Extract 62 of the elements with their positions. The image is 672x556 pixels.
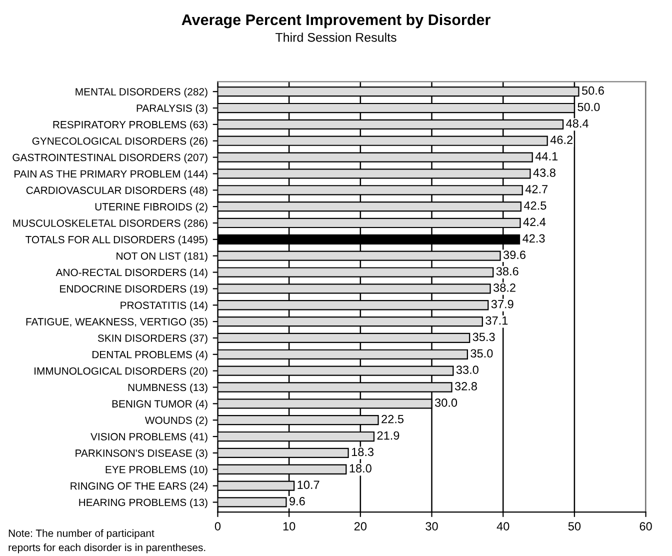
data-label: 9.6	[290, 497, 305, 506]
data-label: 21.9	[377, 431, 400, 440]
x-tick-label: 20	[354, 522, 367, 530]
y-tick-label: GASTROINTESTINAL DISORDERS (207)	[12, 154, 208, 164]
y-tick-label: RESPIRATORY PROBLEMS (63)	[53, 120, 208, 130]
data-label: 42.4	[523, 218, 546, 226]
y-tick-label: ANO-RECTAL DISORDERS (14)	[56, 268, 208, 278]
data-label: 30.0	[434, 398, 458, 407]
y-tick-label: NOT ON LIST (181)	[116, 252, 208, 262]
data-label: 42.3	[522, 234, 545, 243]
data-label: 37.9	[491, 300, 514, 308]
y-tick-label: DENTAL PROBLEMS (4)	[92, 350, 208, 360]
y-tick-label: BENIGN TUMOR (4)	[112, 400, 208, 410]
y-tick-label: PROSTATITIS (14)	[120, 301, 208, 312]
data-label: 32.8	[454, 382, 477, 390]
text: Note: The number of participant reports for each disorder is in parentheses.	[8, 529, 206, 554]
data-label: 50.6	[582, 86, 604, 95]
y-tick-label: HEARING PROBLEMS (13)	[79, 498, 208, 508]
y-tick-label: WOUNDS (2)	[144, 416, 208, 426]
data-label: 18.0	[350, 464, 372, 473]
y-tick-label: PARALYSIS (3)	[136, 104, 208, 114]
y-tick-label: SKIN DISORDERS (37)	[98, 334, 208, 344]
data-label: 35.3	[472, 332, 495, 342]
data-label: 44.1	[535, 152, 558, 160]
data-label: 22.5	[382, 414, 404, 424]
y-tick-label: FATIGUE, WEAKNESS, VERTIGO (35)	[26, 318, 208, 328]
data-label: 37.1	[486, 316, 508, 325]
data-label: 43.8	[533, 168, 556, 177]
x-tick-label: 60	[640, 522, 652, 530]
y-tick-label: ENDOCRINE DISORDERS (19)	[60, 284, 208, 295]
data-label: 50.0	[578, 102, 600, 112]
y-tick-label: UTERINE FIBROIDS (2)	[95, 202, 208, 212]
y-tick-label: IMMUNOLOGICAL DISORDERS (20)	[34, 367, 208, 377]
y-tick-label: MENTAL DISORDERS (282)	[76, 88, 208, 98]
data-label: 38.6	[496, 267, 518, 276]
data-label: 42.5	[524, 201, 546, 210]
data-label: 18.3	[352, 448, 374, 456]
x-tick-label: 10	[283, 522, 296, 530]
x-tick-label: 0	[214, 522, 221, 530]
chart-title: Average Percent Improvement by Disorder	[182, 14, 490, 28]
data-label: 48.4	[566, 119, 588, 128]
y-tick-label: MUSCULOSKELETAL DISORDERS (286)	[13, 219, 208, 229]
y-tick-label: VISION PROBLEMS (41)	[90, 432, 208, 442]
data-label: 38.2	[493, 284, 516, 292]
y-tick-label: PARKINSON'S DISEASE (3)	[76, 449, 208, 459]
data-label: 35.0	[470, 349, 493, 358]
y-tick-label: CARDIOVASCULAR DISORDERS (48)	[26, 186, 208, 196]
y-tick-label: TOTALS FOR ALL DISORDERS (1495)	[26, 236, 208, 246]
data-label: 46.2	[550, 136, 572, 144]
y-tick-label: NUMBNESS (13)	[128, 383, 208, 394]
data-label: 42.7	[525, 184, 548, 194]
chart-subtitle: Third Session Results	[275, 32, 396, 42]
y-tick-label: RINGING OF THE EARS (24)	[70, 482, 208, 492]
y-tick-label: PAIN AS THE PRIMARY PROBLEM (144)	[14, 170, 208, 180]
y-tick-label: GYNECOLOGICAL DISORDERS (26)	[32, 137, 208, 147]
y-tick-label: EYE PROBLEMS (10)	[106, 466, 208, 476]
x-tick-label: 50	[568, 522, 581, 530]
data-label: 39.6	[503, 250, 526, 260]
data-label: 33.0	[456, 366, 478, 374]
x-tick-label: 30	[426, 522, 438, 530]
data-label: 10.7	[298, 480, 320, 489]
x-tick-label: 40	[496, 522, 510, 530]
